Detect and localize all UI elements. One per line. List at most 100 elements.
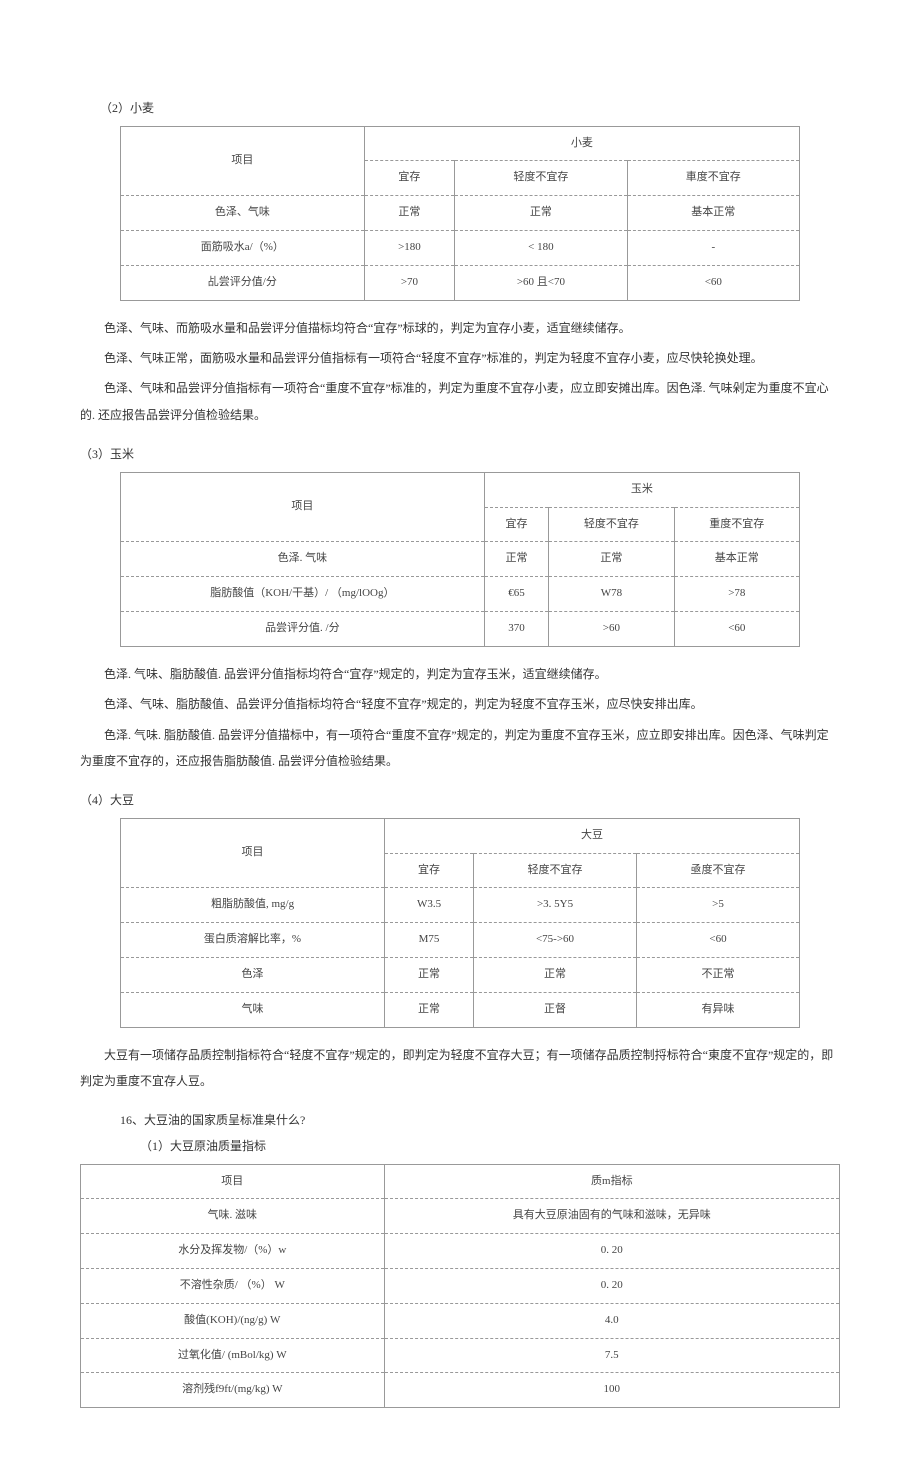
col-header: 宜存 [385, 853, 474, 888]
row-name: 酸值(KOH)/(ng/g) W [81, 1303, 385, 1338]
wheat-header-item: 项目 [121, 126, 365, 196]
cell: >60 [549, 611, 674, 646]
row-name: 蛋白质溶解比率，% [121, 923, 385, 958]
corn-para-1: 色泽. 气味、脂肪酸值. 品尝评分值指标均符合“宜存”规定的，判定为宜存玉米，适… [80, 661, 840, 687]
wheat-table: 项目 小麦 宜存 轻度不宜存 車度不宜存 色泽、气味 正常 正常 基本正常 面筋… [120, 126, 800, 301]
row-name: 粗脂肪酸值, mg/g [121, 888, 385, 923]
row-name: 面筋吸水a/（%） [121, 230, 365, 265]
table-row: 过氧化值/ (mBol/kg) W 7.5 [81, 1338, 840, 1373]
table-row: 气味. 滋味 具有大豆原油固有的气味和滋味，无异味 [81, 1199, 840, 1234]
cell: 正督 [474, 992, 637, 1027]
soy-header-item: 项目 [121, 818, 385, 888]
row-name: 乩尝评分值/分 [121, 265, 365, 300]
row-name: 过氧化值/ (mBol/kg) W [81, 1338, 385, 1373]
oil-table: 项目 质m指标 气味. 滋味 具有大豆原油固有的气味和滋味，无异味 水分及挥发物… [80, 1164, 840, 1409]
soy-para-1: 大豆有一项储存品质控制指标符合“轻度不宜存”规定的，即判定为轻度不宜存大豆；有一… [80, 1042, 840, 1095]
cell: 正常 [385, 958, 474, 993]
row-name: 色泽. 气味 [121, 542, 485, 577]
cell: 100 [384, 1373, 839, 1408]
cell: 正常 [364, 196, 455, 231]
table-row: 溶剂残f9ft/(mg/kg) W 100 [81, 1373, 840, 1408]
cell: M75 [385, 923, 474, 958]
question-16: 16、大豆油的国家质呈标准臬什么? [120, 1110, 840, 1132]
corn-table: 项目 玉米 宜存 轻度不宜存 重度不宜存 色泽. 气味 正常 正常 基本正常 脂… [120, 472, 800, 647]
cell: <60 [674, 611, 799, 646]
col-header: 轻度不宜存 [474, 853, 637, 888]
cell: 4.0 [384, 1303, 839, 1338]
row-name: 不溶性杂质/ （%） W [81, 1269, 385, 1304]
row-name: 品尝评分值. /分 [121, 611, 485, 646]
row-name: 色泽 [121, 958, 385, 993]
row-name: 色泽、气味 [121, 196, 365, 231]
cell: 有异味 [637, 992, 800, 1027]
cell: >78 [674, 577, 799, 612]
cell: 正常 [549, 542, 674, 577]
cell: €65 [484, 577, 549, 612]
table-row: 水分及挥发物/（%）w 0. 20 [81, 1234, 840, 1269]
soy-table: 项目 大豆 宜存 轻度不宜存 亟度不宜存 粗脂肪酸值, mg/g W3.5 >3… [120, 818, 800, 1028]
col-header: 轻度不宜存 [549, 507, 674, 542]
cell: < 180 [455, 230, 627, 265]
col-header: 重度不宜存 [674, 507, 799, 542]
cell: 7.5 [384, 1338, 839, 1373]
table-row: 色泽. 气味 正常 正常 基本正常 [121, 542, 800, 577]
cell: 不正常 [637, 958, 800, 993]
cell: 正常 [474, 958, 637, 993]
cell: W78 [549, 577, 674, 612]
cell: >180 [364, 230, 455, 265]
col-header: 宜存 [364, 161, 455, 196]
section-wheat-label: （2）小麦 [100, 98, 840, 120]
col-header: 项目 [81, 1164, 385, 1199]
cell: 基本正常 [674, 542, 799, 577]
wheat-para-3: 色泽、气味和品尝评分值指标有一项符合“重度不宜存”标准的，判定为重度不宜存小麦，… [80, 375, 840, 428]
cell: >60 且<70 [455, 265, 627, 300]
row-name: 脂肪酸值（KOH/干基）/ （mg/lOOg） [121, 577, 485, 612]
col-header: 质m指标 [384, 1164, 839, 1199]
cell: 正常 [385, 992, 474, 1027]
table-row: 色泽、气味 正常 正常 基本正常 [121, 196, 800, 231]
table-row: 不溶性杂质/ （%） W 0. 20 [81, 1269, 840, 1304]
table-row: 色泽 正常 正常 不正常 [121, 958, 800, 993]
cell: <60 [627, 265, 799, 300]
row-name: 水分及挥发物/（%）w [81, 1234, 385, 1269]
col-header: 轻度不宜存 [455, 161, 627, 196]
table-row: 气味 正常 正督 有异味 [121, 992, 800, 1027]
cell: W3.5 [385, 888, 474, 923]
cell: >70 [364, 265, 455, 300]
wheat-header-group: 小麦 [364, 126, 799, 161]
section-soy-label: （4）大豆 [80, 790, 840, 812]
cell: 正常 [484, 542, 549, 577]
cell: - [627, 230, 799, 265]
table-row: 面筋吸水a/（%） >180 < 180 - [121, 230, 800, 265]
section-corn-label: （3）玉米 [80, 444, 840, 466]
row-name: 溶剂残f9ft/(mg/kg) W [81, 1373, 385, 1408]
table-row: 乩尝评分值/分 >70 >60 且<70 <60 [121, 265, 800, 300]
col-header: 亟度不宜存 [637, 853, 800, 888]
corn-para-3: 色泽. 气味. 脂肪酸值. 品尝评分值描标中，有一项符合“重度不宜存”规定的，判… [80, 722, 840, 775]
cell: 基本正常 [627, 196, 799, 231]
corn-para-2: 色泽、气味、脂肪酸值、品尝评分值指标均符合“轻度不宜存”规定的，判定为轻度不宜存… [80, 691, 840, 717]
table-row: 脂肪酸值（KOH/干基）/ （mg/lOOg） €65 W78 >78 [121, 577, 800, 612]
table-row: 粗脂肪酸值, mg/g W3.5 >3. 5Y5 >5 [121, 888, 800, 923]
corn-header-group: 玉米 [484, 472, 799, 507]
wheat-para-2: 色泽、气味正常，面筋吸水量和品尝评分值指标有一项符合“轻度不宜存”标准的，判定为… [80, 345, 840, 371]
row-name: 气味 [121, 992, 385, 1027]
cell: 具有大豆原油固有的气味和滋味，无异味 [384, 1199, 839, 1234]
col-header: 車度不宜存 [627, 161, 799, 196]
cell: >5 [637, 888, 800, 923]
cell: 0. 20 [384, 1269, 839, 1304]
col-header: 宜存 [484, 507, 549, 542]
cell: 0. 20 [384, 1234, 839, 1269]
cell: 370 [484, 611, 549, 646]
corn-header-item: 项目 [121, 472, 485, 542]
cell: <60 [637, 923, 800, 958]
wheat-para-1: 色泽、气味、而筋吸水量和品尝评分值描标均符合“宜存”标球的，判定为宜存小麦，适宜… [80, 315, 840, 341]
table-row: 蛋白质溶解比率，% M75 <75->60 <60 [121, 923, 800, 958]
table-row: 品尝评分值. /分 370 >60 <60 [121, 611, 800, 646]
oil-sub-label: （1）大豆原油质量指标 [140, 1136, 840, 1158]
table-row: 酸值(KOH)/(ng/g) W 4.0 [81, 1303, 840, 1338]
cell: 正常 [455, 196, 627, 231]
cell: <75->60 [474, 923, 637, 958]
soy-header-group: 大豆 [385, 818, 800, 853]
cell: >3. 5Y5 [474, 888, 637, 923]
